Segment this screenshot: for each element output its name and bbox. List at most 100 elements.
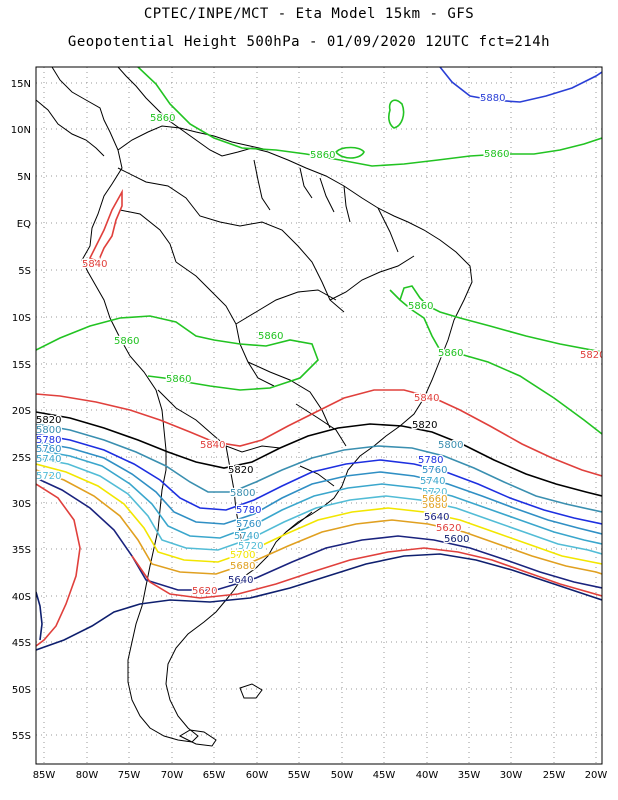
lat-tick-label: 15N <box>11 79 31 90</box>
lat-tick-label: 10N <box>11 125 31 136</box>
contour-label-5640: 5640 <box>424 512 449 523</box>
lat-tick-label: 15S <box>12 360 31 371</box>
contour-5860-loop-small <box>334 146 365 159</box>
contour-label-5820: 5820 <box>412 420 437 431</box>
map-ticks: 15N 10N 5N EQ 5S 10S 15S 20S 25S 30S 35S 40S 45S 50S 5… <box>11 79 608 781</box>
contour-5820 <box>36 411 602 497</box>
lon-tick-label: 40W <box>416 770 439 781</box>
lat-tick-label: 5S <box>18 266 31 277</box>
contour-label-5780: 5780 <box>236 505 261 516</box>
contour-label-5760: 5760 <box>422 465 447 476</box>
lat-tick-label: 50S <box>12 685 31 696</box>
contour-5720 <box>36 457 602 555</box>
contour-label-5760: 5760 <box>36 444 61 455</box>
lon-tick-label: 85W <box>33 770 56 781</box>
contour-label-5620: 5620 <box>192 586 217 597</box>
lat-tick-label: 35S <box>12 545 31 556</box>
lat-tick-label: 25S <box>12 453 31 464</box>
tierra-del-fuego <box>178 729 217 747</box>
border-lines <box>117 159 415 557</box>
contour-5620-south <box>131 547 602 599</box>
contour-label-5720: 5720 <box>238 541 263 552</box>
contour-label-5860: 5860 <box>150 113 175 124</box>
map-grid <box>36 67 602 764</box>
lon-tick-label: 60W <box>246 770 269 781</box>
contour-label-5760: 5760 <box>236 519 261 530</box>
contour-label-5860: 5860 <box>484 149 509 160</box>
plot-frame <box>35 66 603 765</box>
contour-5620 <box>36 483 81 647</box>
lon-tick-label: 55W <box>288 770 311 781</box>
lat-tick-label: 55S <box>12 731 31 742</box>
caribbean-coast <box>117 125 269 151</box>
contour-5600-west <box>36 591 43 641</box>
lon-tick-label: 20W <box>585 770 608 781</box>
contour-5840-west <box>88 188 123 264</box>
contour-label-5860: 5860 <box>438 348 463 359</box>
lon-tick-label: 65W <box>203 770 226 781</box>
contour-5860-north <box>137 67 602 167</box>
lon-tick-label: 45W <box>373 770 396 781</box>
contour-lines <box>36 67 602 651</box>
contour-5700 <box>36 463 602 565</box>
lat-tick-label: 45S <box>12 638 31 649</box>
lon-tick-label: 70W <box>161 770 184 781</box>
contour-label-5640: 5640 <box>228 575 253 586</box>
contour-label-5720: 5720 <box>36 471 61 482</box>
contour-5740 <box>36 449 602 545</box>
contour-label-5740: 5740 <box>36 454 61 465</box>
lat-tick-label: EQ <box>17 219 31 230</box>
contour-label-5800: 5800 <box>230 488 255 499</box>
contour-label-5720: 5720 <box>422 487 447 498</box>
contour-5600 <box>36 553 602 651</box>
contour-label-5880: 5880 <box>480 93 505 104</box>
contour-label-5800: 5800 <box>438 440 463 451</box>
contour-label-5740: 5740 <box>234 531 259 542</box>
contour-label-5840: 5840 <box>414 393 439 404</box>
contour-label-5860: 5860 <box>408 301 433 312</box>
contour-label-5860: 5860 <box>310 150 335 161</box>
falklands <box>239 683 263 699</box>
contour-label-5860: 5860 <box>258 331 283 342</box>
contour-label-5700: 5700 <box>230 550 255 561</box>
contour-5640 <box>36 477 602 591</box>
contour-5860-loop-north <box>388 99 405 129</box>
contour-label-5840: 5840 <box>200 440 225 451</box>
contour-label-5600: 5600 <box>444 534 469 545</box>
chart-title-line-1: CPTEC/INPE/MCT - Eta Model 15km - GFS <box>143 6 475 22</box>
contour-label-5820: 5820 <box>580 350 605 361</box>
lon-tick-label: 80W <box>76 770 99 781</box>
lat-tick-label: 30S <box>12 499 31 510</box>
contour-5880-north <box>439 67 602 103</box>
contour-label-5740: 5740 <box>420 476 445 487</box>
central-america-coast <box>36 99 105 157</box>
lat-tick-label: 5N <box>17 172 31 183</box>
contour-5800 <box>36 423 602 513</box>
contour-label-5780: 5780 <box>36 435 61 446</box>
south-america-coastline <box>51 67 473 743</box>
lon-tick-label: 25W <box>543 770 566 781</box>
contour-label-5860: 5860 <box>166 374 191 385</box>
contour-5860-east <box>389 289 602 435</box>
contour-5680 <box>36 469 602 575</box>
lat-tick-label: 10S <box>12 313 31 324</box>
contour-labels: 5880 5860 5860 5860 5860 5860 5860 5860 5860 5840… <box>36 92 605 599</box>
lat-tick-label: 40S <box>12 592 31 603</box>
lon-tick-label: 30W <box>500 770 523 781</box>
contour-label-5800: 5800 <box>36 425 61 436</box>
contour-label-5620: 5620 <box>436 523 461 534</box>
contour-5860-east-upper <box>399 285 602 353</box>
contour-label-5860: 5860 <box>114 336 139 347</box>
lon-tick-label: 35W <box>458 770 481 781</box>
continent-outline <box>36 67 473 747</box>
contour-5860-south <box>36 315 319 391</box>
contour-label-5660: 5660 <box>422 494 447 505</box>
lat-tick-label: 20S <box>12 406 31 417</box>
contour-5760 <box>36 441 602 535</box>
contour-label-5680: 5680 <box>422 500 447 511</box>
contour-5780 <box>36 433 602 525</box>
contour-label-5680: 5680 <box>230 561 255 572</box>
lon-tick-label: 75W <box>118 770 141 781</box>
contour-label-5840: 5840 <box>82 259 107 270</box>
